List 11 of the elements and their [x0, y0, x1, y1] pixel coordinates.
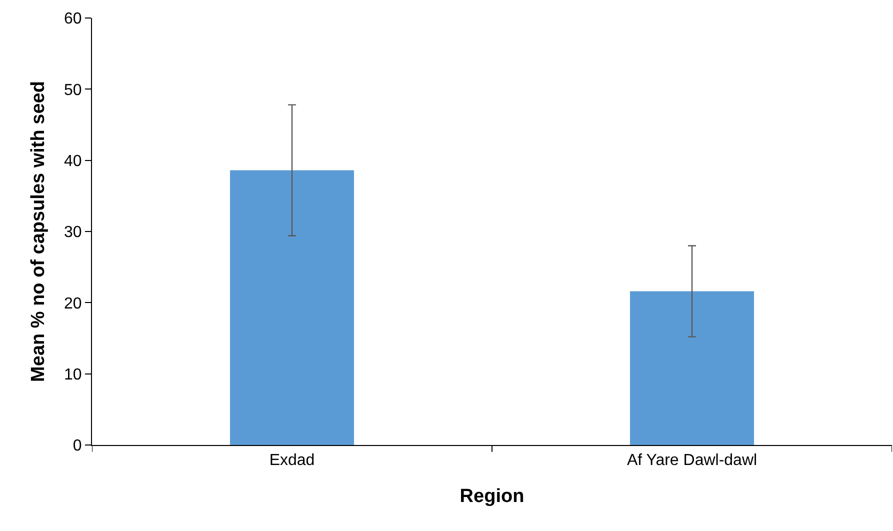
- y-tick-label: 40: [64, 152, 82, 170]
- y-tick-label: 0: [72, 438, 82, 455]
- y-tick-label: 10: [64, 366, 82, 384]
- x-tick-label: Af Yare Dawl-dawl: [626, 452, 758, 470]
- x-tick-label: Exdad: [269, 452, 315, 470]
- y-tick-label: 60: [64, 10, 82, 28]
- y-axis-title: Mean % no of capsules with seed: [28, 81, 49, 382]
- y-tick-label: 20: [64, 295, 82, 312]
- x-axis-title: Region: [460, 486, 524, 507]
- y-tick-label: 50: [64, 82, 82, 99]
- y-tick-label: 30: [64, 224, 82, 242]
